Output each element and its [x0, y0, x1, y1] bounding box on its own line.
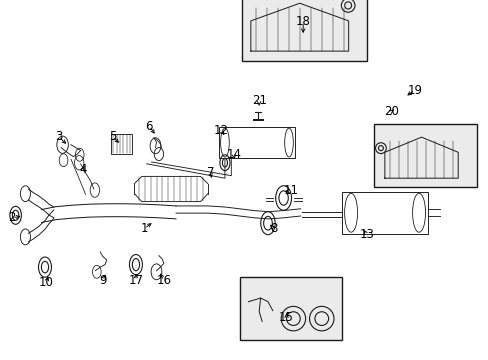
Text: 6: 6	[145, 120, 153, 132]
Text: 10: 10	[39, 276, 54, 289]
Bar	[373, 124, 476, 187]
Text: 19: 19	[407, 84, 421, 96]
Text: 18: 18	[295, 15, 310, 28]
Text: 13: 13	[359, 228, 373, 241]
Text: 8: 8	[269, 222, 277, 235]
Text: 2: 2	[8, 211, 16, 224]
Text: 20: 20	[383, 105, 398, 118]
Text: 4: 4	[79, 163, 87, 176]
Text: 3: 3	[55, 130, 62, 143]
Text: 15: 15	[279, 311, 293, 324]
Text: 1: 1	[140, 222, 148, 235]
Text: 17: 17	[128, 274, 143, 287]
Text: 21: 21	[251, 94, 266, 107]
Text: 14: 14	[226, 148, 241, 161]
Text: 11: 11	[283, 184, 298, 197]
Bar	[342, 192, 427, 234]
Bar	[239, 277, 342, 340]
Text: 5: 5	[108, 130, 116, 143]
Text: 7: 7	[206, 166, 214, 179]
Bar	[111, 134, 132, 154]
Text: 12: 12	[213, 124, 228, 137]
Text: 9: 9	[99, 274, 106, 287]
Bar	[219, 127, 294, 158]
Bar	[242, 0, 366, 61]
Text: 16: 16	[156, 274, 171, 287]
